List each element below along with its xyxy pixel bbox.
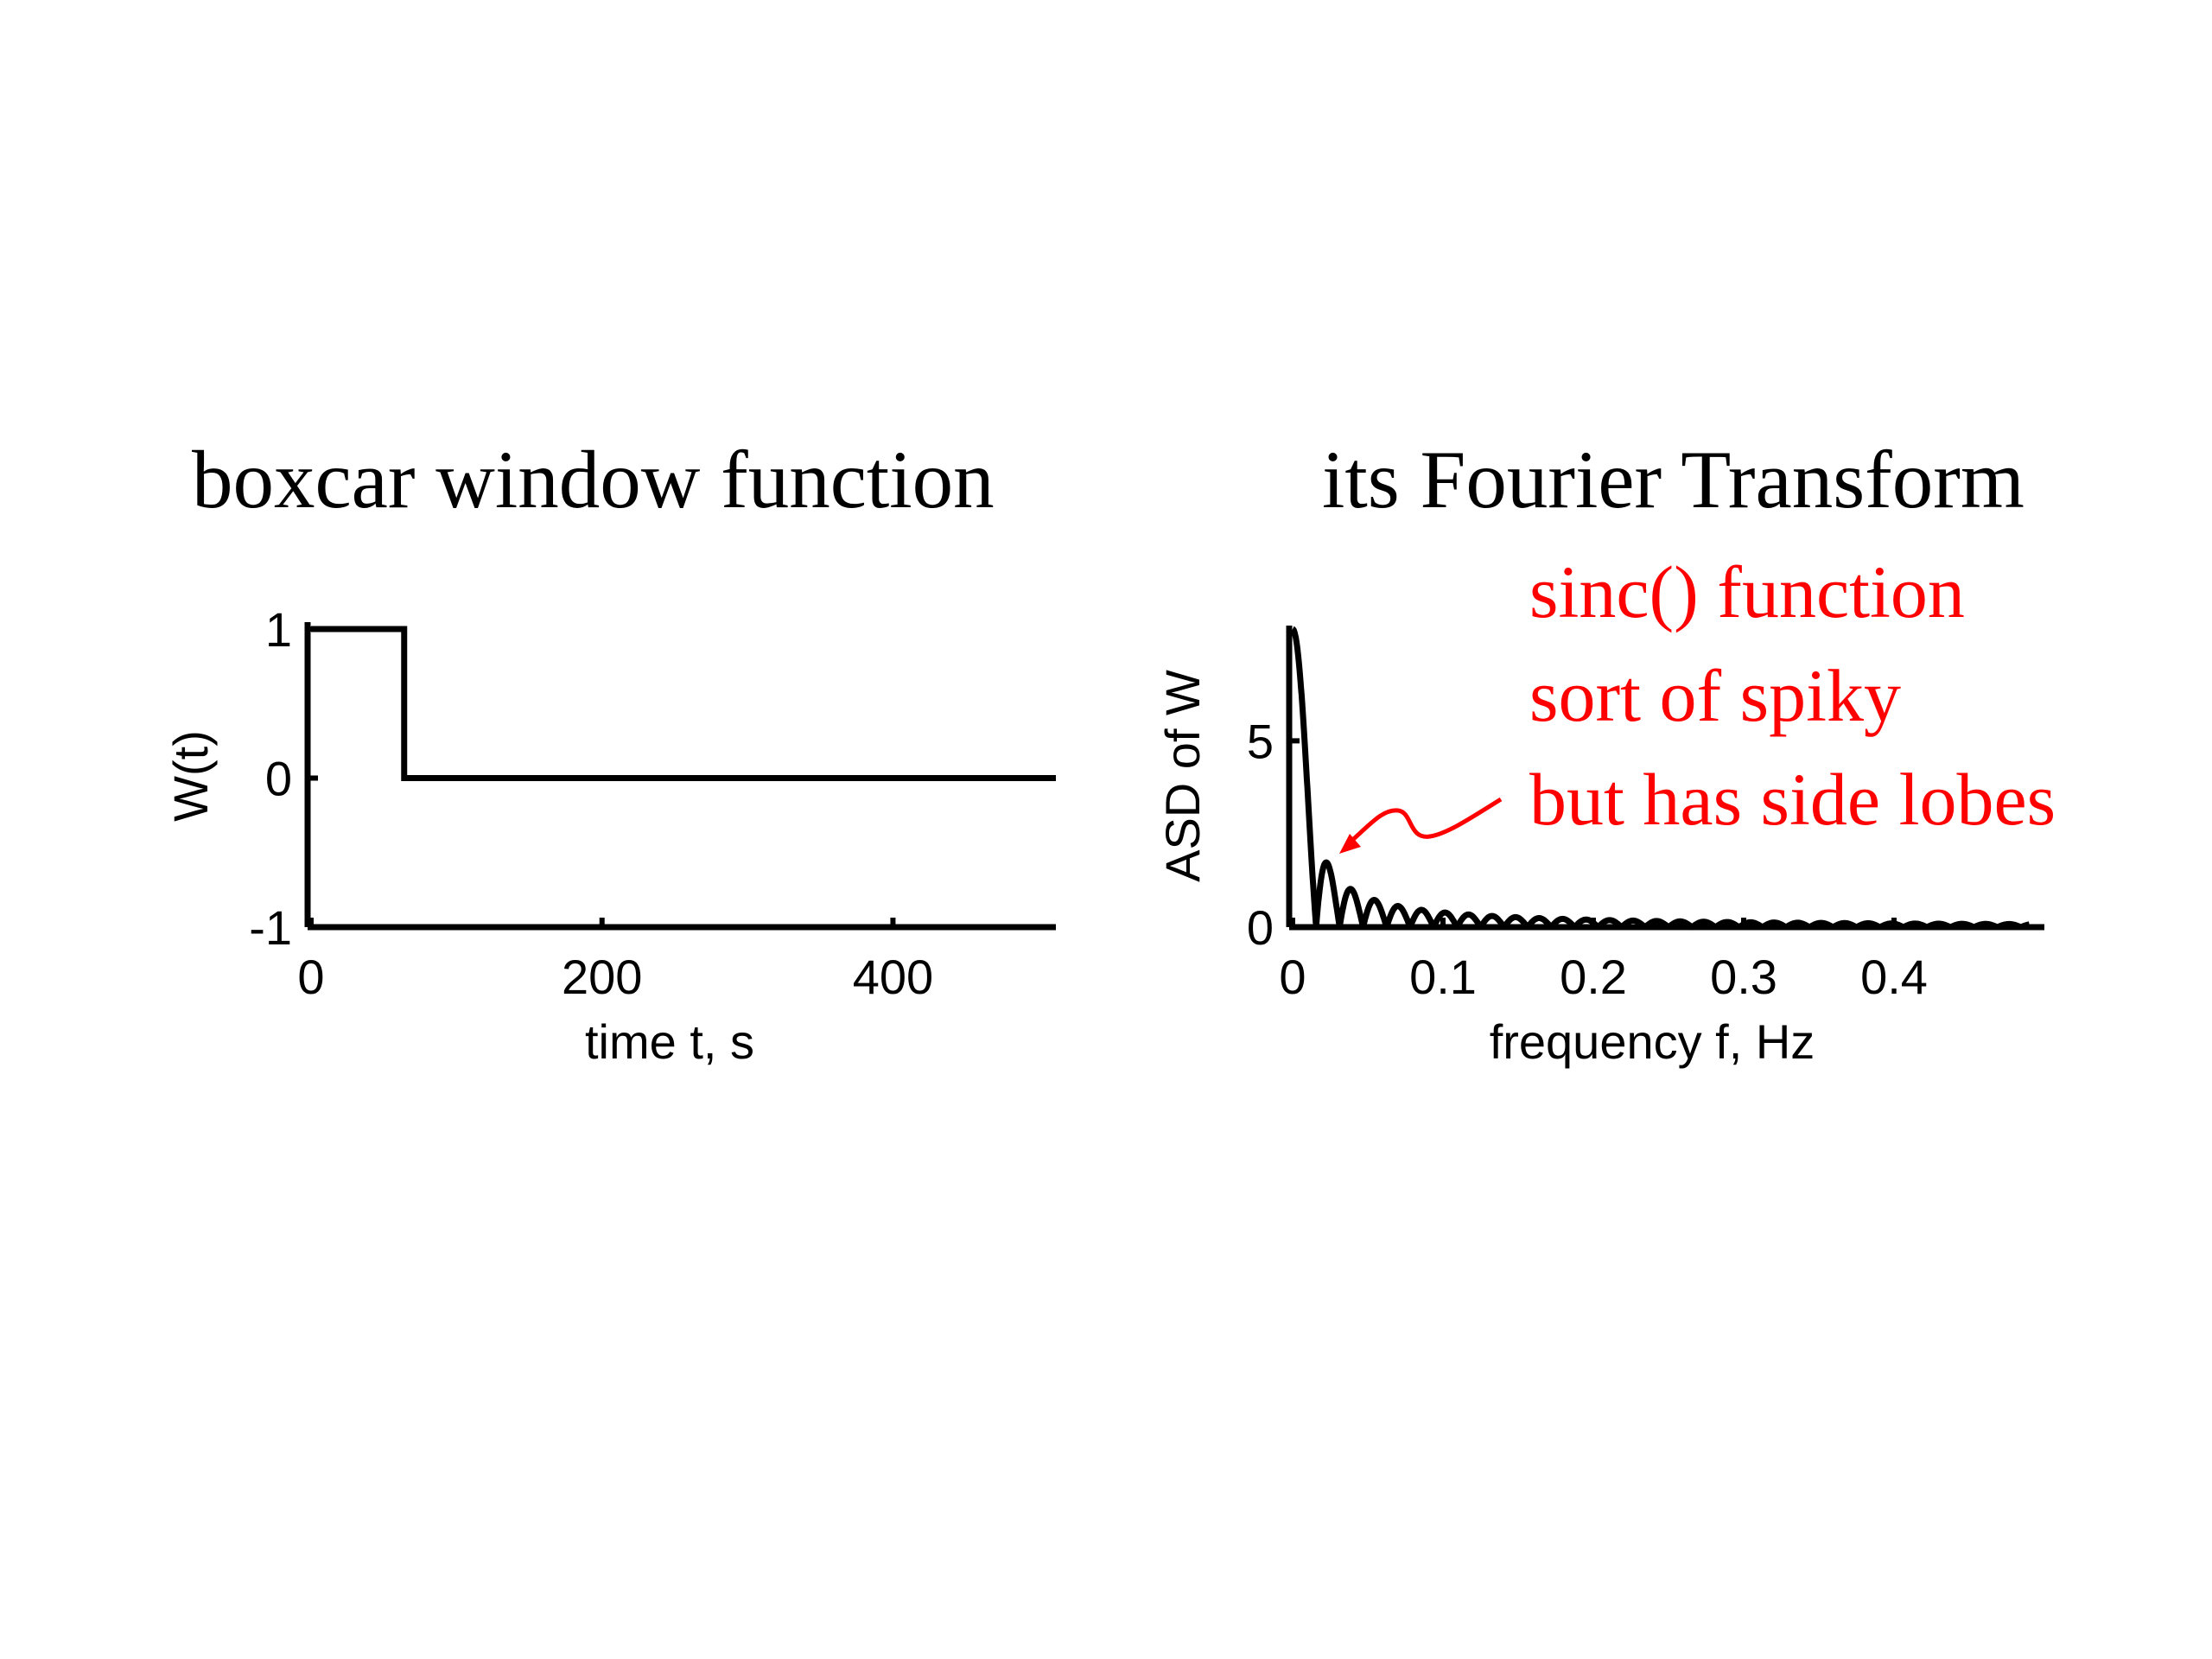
right-y-axis-label: ASD of W xyxy=(1155,670,1210,882)
left-tick-group: 0 200 400-101 xyxy=(249,602,933,1004)
left-y-axis-label: W(t) xyxy=(163,730,218,822)
annotation-arrowhead xyxy=(1339,834,1361,854)
left-chart-title: boxcar window function xyxy=(192,434,995,525)
right-x-tick-label: 0 xyxy=(1279,950,1306,1004)
left-y-tick-label: 0 xyxy=(265,752,292,806)
boxcar-chart: 0 200 400-101 time t, s W(t) xyxy=(163,602,1056,1069)
left-x-tick-label: 400 xyxy=(853,950,933,1004)
right-y-tick-label: 0 xyxy=(1247,900,1274,955)
left-y-tick-label: 1 xyxy=(265,602,292,657)
right-y-tick-label: 5 xyxy=(1247,714,1274,768)
annotation-line-3: but has side lobes xyxy=(1529,758,2056,841)
annotation-line-2: sort of spiky xyxy=(1529,654,1901,737)
right-x-tick-label: 0.4 xyxy=(1860,950,1928,1004)
left-x-tick-label: 200 xyxy=(562,950,642,1004)
annotation-arrow xyxy=(1348,797,1503,844)
right-x-axis-label: frequency f, Hz xyxy=(1490,1014,1815,1069)
boxcar-series-line xyxy=(311,626,1056,781)
left-x-axis-label: time t, s xyxy=(585,1014,754,1069)
right-chart-title: its Fourier Transform xyxy=(1322,434,2024,525)
right-x-tick-label: 0.2 xyxy=(1560,950,1627,1004)
annotation-line-1: sinc() function xyxy=(1529,550,1965,633)
right-tick-group: 0 0.1 0.2 0.3 0.4 0 5 xyxy=(1247,714,1928,1004)
right-x-tick-label: 0.3 xyxy=(1710,950,1777,1004)
fourier-chart: 0 0.1 0.2 0.3 0.4 0 5 frequency f, Hz ASD of W xyxy=(1155,626,2044,1069)
right-x-tick-label: 0.1 xyxy=(1409,950,1477,1004)
left-x-tick-label: 0 xyxy=(297,950,324,1004)
left-y-tick-label: -1 xyxy=(249,900,292,955)
sinc-series-line xyxy=(1290,626,2032,931)
